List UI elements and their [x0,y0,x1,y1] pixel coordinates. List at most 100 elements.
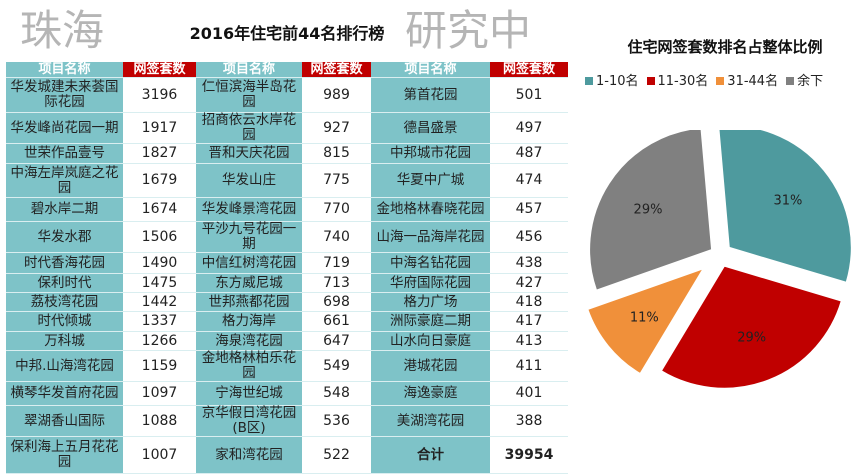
project-name-cell: 中信红树湾花园 [196,252,302,274]
legend-label: 11-30名 [657,74,709,89]
project-name-cell: 华发城建未来荟国际花园 [6,77,123,113]
count-cell: 418 [490,292,568,312]
project-name-cell: 德昌盛景 [371,112,490,144]
project-name-cell: 时代倾城 [6,311,123,332]
project-name-cell: 翠湖香山国际 [6,405,123,437]
count-cell: 1679 [123,163,196,198]
table-row: 华发峰尚花园一期 1917 招商依云水岸花园 927 德昌盛景 497 [6,112,568,144]
project-name-cell: 晋和天庆花园 [196,143,302,164]
project-name-cell: 碧水岸二期 [6,197,123,222]
project-name-cell: 东方威尼城 [196,273,302,293]
pie-slice [587,267,705,375]
project-name-cell: 平沙九号花园一期 [196,221,302,253]
project-name-cell: 时代香海花园 [6,252,123,274]
project-name-cell: 华夏中广城 [371,163,490,198]
count-cell: 775 [302,163,371,198]
project-name-cell: 仁恒滨海半岛花园 [196,77,302,113]
project-name-cell: 华发峰尚花园一期 [6,112,123,144]
count-cell: 719 [302,252,371,274]
count-cell: 474 [490,163,568,198]
count-cell: 698 [302,292,371,312]
project-name-cell: 宁海世纪城 [196,381,302,406]
project-name-cell: 洲际豪庭二期 [371,311,490,332]
project-name-cell: 山海一品海岸花园 [371,221,490,253]
project-name-cell: 世邦燕都花园 [196,292,302,312]
legend-label: 1-10名 [596,74,639,89]
column-header: 网签套数 [302,62,371,78]
count-cell: 487 [490,143,568,164]
count-cell: 1917 [123,112,196,144]
legend-item: 11-30名 [646,70,709,89]
count-cell: 427 [490,273,568,293]
count-cell: 548 [302,381,371,406]
count-cell: 39954 [490,436,568,474]
column-header: 网签套数 [123,62,196,78]
column-header: 网签套数 [490,62,568,78]
project-name-cell: 荔枝湾花园 [6,292,123,312]
project-name-cell: 万科城 [6,331,123,351]
project-name-cell: 家和湾花园 [196,436,302,474]
watermark: 研究中 [405,6,532,55]
count-cell: 413 [490,331,568,351]
project-name-cell: 中海名钻花园 [371,252,490,274]
project-name-cell: 华府国际花园 [371,273,490,293]
count-cell: 456 [490,221,568,253]
project-name-cell: 海泉湾花园 [196,331,302,351]
table-row: 时代香海花园 1490 中信红树湾花园 719 中海名钻花园 438 [6,252,568,274]
count-cell: 1159 [123,350,196,382]
count-cell: 417 [490,311,568,332]
count-cell: 1337 [123,311,196,332]
count-cell: 522 [302,436,371,474]
table-row: 荔枝湾花园 1442 世邦燕都花园 698 格力广场 418 [6,292,568,312]
legend-label: 余下 [797,74,824,89]
project-name-cell: 保利时代 [6,273,123,293]
ranking-table: 项目名称 网签套数 项目名称 网签套数 项目名称 网签套数 华发城建未来荟国际花园 3196… [6,62,568,474]
project-name-cell: 京华假日湾花园(B区) [196,405,302,437]
project-name-cell: 海逸豪庭 [371,381,490,406]
project-name-cell: 华发水郡 [6,221,123,253]
project-name-cell: 世荣作品壹号 [6,143,123,164]
slice-label: 29% [634,203,663,218]
watermark: 珠海 [20,6,105,55]
count-cell: 647 [302,331,371,351]
project-name-cell: 第首花园 [371,77,490,113]
count-cell: 1827 [123,143,196,164]
table-row: 横琴华发首府花园 1097 宁海世纪城 548 海逸豪庭 401 [6,381,568,406]
pie-chart: 31% 29% 11% 29% [587,130,852,389]
count-cell: 1506 [123,221,196,253]
legend-item: 1-10名 [585,70,639,89]
project-name-cell: 格力广场 [371,292,490,312]
count-cell: 497 [490,112,568,144]
table-row: 翠湖香山国际 1088 京华假日湾花园(B区) 536 美湖湾花园 388 [6,405,568,437]
project-name-cell: 横琴华发首府花园 [6,381,123,406]
project-name-cell: 山水向日豪庭 [371,331,490,351]
project-name-cell: 招商依云水岸花园 [196,112,302,144]
table-row: 保利海上五月花花园 1007 家和湾花园 522 合计 39954 [6,436,568,474]
count-cell: 927 [302,112,371,144]
legend-swatch [585,77,593,85]
project-name-cell: 中海左岸岚庭之花园 [6,163,123,198]
table-header-row: 项目名称 网签套数 项目名称 网签套数 项目名称 网签套数 [6,62,568,78]
project-name-cell: 金地格林柏乐花园 [196,350,302,382]
count-cell: 770 [302,197,371,222]
chart-legend: 1-10名 11-30名 31-44名 余下 [585,70,823,89]
project-name-cell: 中邦城市花园 [371,143,490,164]
project-name-cell: 华发峰景湾花园 [196,197,302,222]
project-name-cell: 格力海岸 [196,311,302,332]
table-row: 碧水岸二期 1674 华发峰景湾花园 770 金地格林春晓花园 457 [6,197,568,222]
count-cell: 740 [302,221,371,253]
table-row: 保利时代 1475 东方威尼城 713 华府国际花园 427 [6,273,568,293]
legend-swatch [786,77,795,85]
table-row: 华发城建未来荟国际花园 3196 仁恒滨海半岛花园 989 第首花园 501 [6,77,568,113]
table-row: 时代倾城 1337 格力海岸 661 洲际豪庭二期 417 [6,311,568,332]
pie-slice [718,130,852,283]
column-header: 项目名称 [371,62,490,78]
count-cell: 1088 [123,405,196,437]
table-row: 中海左岸岚庭之花园 1679 华发山庄 775 华夏中广城 474 [6,163,568,198]
count-cell: 388 [490,405,568,437]
count-cell: 1490 [123,252,196,274]
project-name-cell: 中邦.山海湾花园 [6,350,123,382]
project-name-cell: 美湖湾花园 [371,405,490,437]
column-header: 项目名称 [6,62,123,78]
count-cell: 713 [302,273,371,293]
